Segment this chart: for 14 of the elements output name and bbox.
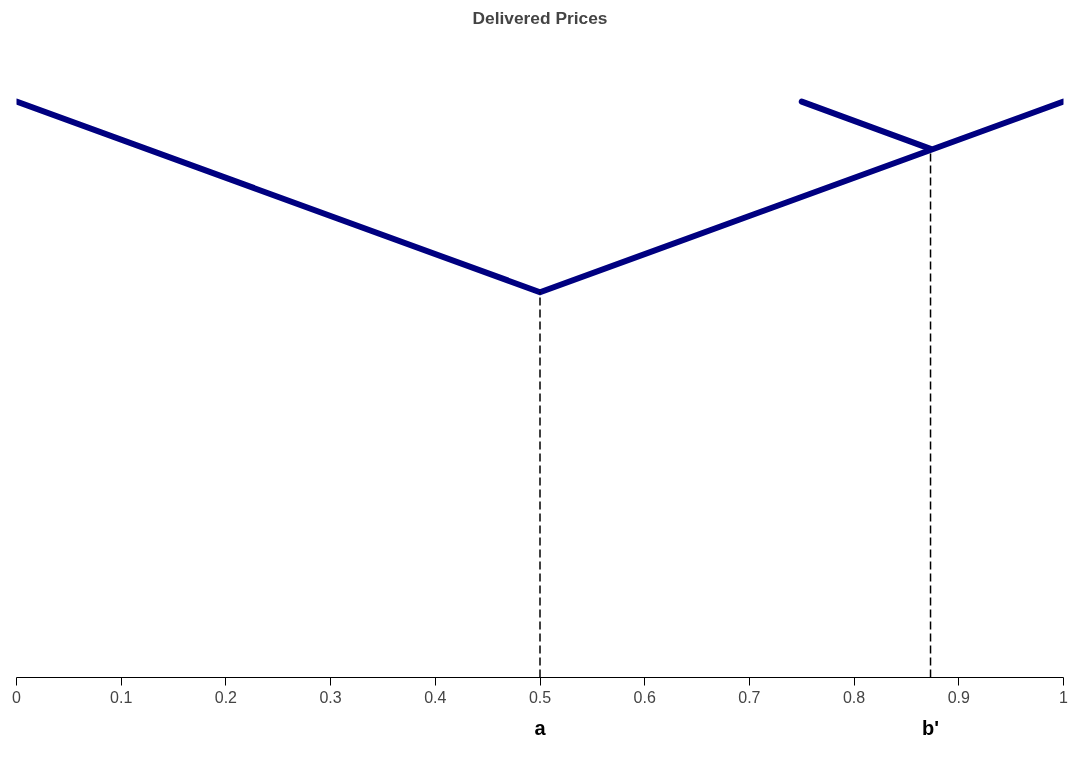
x-tick-label: 0.2 <box>214 688 238 706</box>
ref-line-label: a <box>534 716 547 739</box>
x-tick-label: 0.7 <box>738 688 761 706</box>
x-tick-label: 1 <box>1059 688 1069 706</box>
chart-title: Delivered Prices <box>472 7 608 28</box>
x-tick-label: 0.9 <box>947 688 971 706</box>
x-tick-label: 0.3 <box>319 688 342 706</box>
x-tick-label: 0 <box>12 688 22 706</box>
ref-line-label: b' <box>922 716 940 739</box>
x-tick-label: 0.8 <box>842 688 866 706</box>
x-tick-label: 0.1 <box>110 688 133 706</box>
x-tick-label: 0.5 <box>528 688 552 706</box>
x-tick-label: 0.6 <box>633 688 656 706</box>
x-tick-label: 0.4 <box>424 688 447 706</box>
